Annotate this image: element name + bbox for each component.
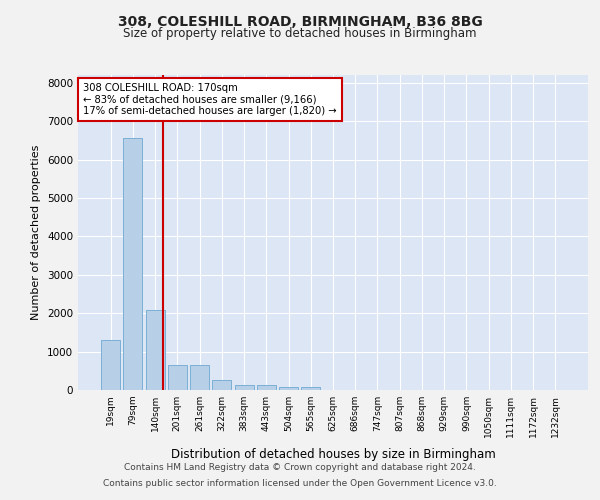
Text: Contains HM Land Registry data © Crown copyright and database right 2024.: Contains HM Land Registry data © Crown c… bbox=[124, 464, 476, 472]
Bar bbox=[190, 366, 209, 390]
Text: 308, COLESHILL ROAD, BIRMINGHAM, B36 8BG: 308, COLESHILL ROAD, BIRMINGHAM, B36 8BG bbox=[118, 15, 482, 29]
Bar bbox=[124, 138, 142, 390]
Bar bbox=[101, 340, 120, 390]
Y-axis label: Number of detached properties: Number of detached properties bbox=[31, 145, 41, 320]
Bar bbox=[212, 380, 231, 390]
Bar bbox=[235, 385, 254, 390]
Text: Contains public sector information licensed under the Open Government Licence v3: Contains public sector information licen… bbox=[103, 478, 497, 488]
X-axis label: Distribution of detached houses by size in Birmingham: Distribution of detached houses by size … bbox=[170, 448, 496, 461]
Text: Size of property relative to detached houses in Birmingham: Size of property relative to detached ho… bbox=[123, 28, 477, 40]
Bar bbox=[168, 365, 187, 390]
Bar bbox=[146, 310, 164, 390]
Bar bbox=[301, 387, 320, 390]
Text: 308 COLESHILL ROAD: 170sqm
← 83% of detached houses are smaller (9,166)
17% of s: 308 COLESHILL ROAD: 170sqm ← 83% of deta… bbox=[83, 83, 337, 116]
Bar bbox=[257, 385, 276, 390]
Bar bbox=[279, 387, 298, 390]
